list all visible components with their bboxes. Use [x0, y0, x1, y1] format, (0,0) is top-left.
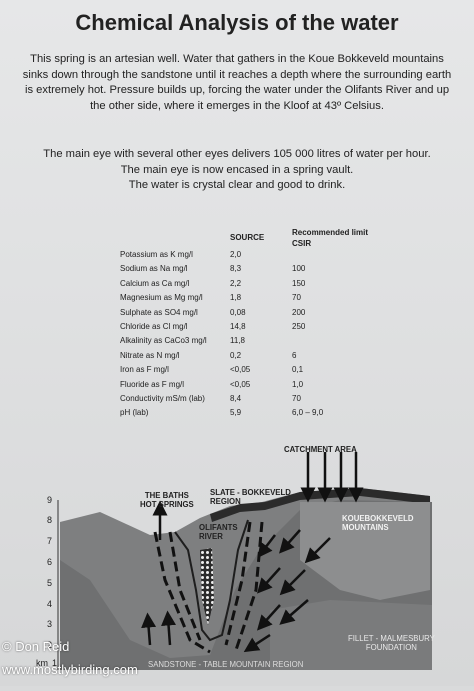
limit-cell: 6 — [292, 350, 297, 360]
slate-label: SLATE - BOKKEVELD REGION — [210, 488, 291, 506]
parameter-cell: Nitrate as N mg/l — [120, 350, 180, 360]
sandstone-label: SANDSTONE - TABLE MOUNTAIN REGION — [148, 660, 304, 669]
slate-layer — [210, 488, 430, 522]
parameter-cell: Alkalinity as CaCo3 mg/l — [120, 336, 207, 346]
scale-tick-3: 3 — [47, 619, 53, 629]
limit-cell: 6,0 – 9,0 — [292, 408, 324, 418]
fissure — [200, 548, 214, 625]
detail-line: The main eye is now encased in a spring … — [120, 163, 354, 176]
olifants-label-line: OLIFANTS — [199, 523, 238, 532]
parameter-cell: pH (lab) — [120, 408, 149, 418]
baths-label-line: HOT SPRINGS — [140, 500, 194, 509]
source-cell: 1,8 — [230, 293, 242, 303]
source-cell: 8,4 — [230, 394, 242, 403]
limit-cell: 250 — [292, 322, 306, 331]
detail-line: The main eye with several other eyes del… — [43, 148, 431, 160]
parameter-cell: Potassium as K mg/l — [120, 250, 193, 259]
koue-label-line: MOUNTAINS — [342, 523, 389, 532]
source-cell: 0,2 — [230, 350, 242, 360]
foundation-region — [270, 600, 432, 670]
source-cell: 2,0 — [230, 250, 242, 259]
slate-label-line: SLATE - BOKKEVELD — [210, 488, 291, 497]
source-column-header: SOURCE — [230, 233, 265, 242]
cross-section-svg — [57, 452, 432, 670]
scale-tick-1: 1 — [52, 658, 58, 668]
page-title: Chemical Analysis of the water — [75, 10, 399, 35]
parameter-cell: Sulphate as SO4 mg/l — [120, 307, 198, 317]
parameter-cell: Magnesium as Mg mg/l — [120, 293, 203, 303]
source-cell: 2,2 — [230, 278, 242, 288]
fillet-label-line: FOUNDATION — [365, 643, 417, 652]
parameter-cell: Iron as F mg/l — [120, 365, 169, 375]
limit-cell: 1,0 — [292, 379, 304, 389]
scale-unit: km — [36, 658, 48, 668]
scale-tick-2: 2 — [47, 640, 53, 650]
limit-cell: 70 — [292, 394, 301, 403]
limit-cell: 0,1 — [292, 365, 304, 375]
limit-cell: 100 — [292, 264, 306, 274]
limit-cell: 70 — [292, 293, 301, 303]
catchment-label: CATCHMENT AREA — [284, 445, 357, 454]
source-cell: 0,08 — [230, 307, 246, 317]
parameter-cell: Chloride as Cl mg/l — [120, 322, 188, 331]
scale-tick-9: 9 — [47, 495, 53, 505]
geology-diagram: CATCHMENT AREA THE BATHS HOT SPRINGS SLA… — [0, 440, 474, 686]
limit-header-line: CSIR — [292, 239, 312, 248]
parameter-cell: Calcium as Ca mg/l — [120, 278, 190, 288]
olifants-label-line: RIVER — [199, 532, 223, 541]
intro-paragraph: This spring is an artesian well. Water t… — [22, 53, 452, 112]
parameter-cell: Conductivity mS/m (lab) — [120, 394, 205, 403]
limit-header-line: Recommended limit — [292, 228, 369, 237]
valley-outline — [174, 519, 249, 642]
source-cell: <0,05 — [230, 365, 251, 375]
fillet-label: FILLET - MALMESBURY FOUNDATION — [348, 634, 435, 652]
slate-label-line: REGION — [210, 497, 241, 506]
parameter-cell: Sodium as Na mg/l — [120, 264, 188, 274]
source-cell: 14,8 — [230, 322, 246, 331]
detail-line: The water is crystal clear and good to d… — [128, 179, 346, 192]
fillet-label-line: FILLET - MALMESBURY — [348, 634, 435, 643]
mountain-region — [300, 502, 430, 600]
olifants-label: OLIFANTS RIVER — [199, 523, 238, 541]
baths-label: THE BATHS HOT SPRINGS — [140, 491, 194, 509]
koue-label-line: KOUEBOKKEVELD — [342, 514, 414, 523]
koue-label: KOUEBOKKEVELD MOUNTAINS — [342, 514, 413, 532]
details-paragraph: The main eye with several other eyes del… — [22, 147, 452, 194]
source-cell: 11,8 — [230, 336, 245, 346]
watermark-copyright: © Don Reid — [2, 639, 70, 654]
limit-column-header: Recommended limit CSIR — [292, 227, 368, 249]
limit-cell: 150 — [292, 278, 306, 288]
scale-tick-4: 4 — [47, 599, 53, 609]
scale-tick-7: 7 — [47, 536, 53, 546]
source-cell: <0,05 — [230, 379, 251, 389]
scale-tick-6: 6 — [47, 557, 53, 567]
source-cell: 5,9 — [230, 408, 242, 418]
scale-tick-5: 5 — [47, 578, 53, 588]
scale-tick-8: 8 — [47, 515, 53, 525]
watermark-url: www.mostlybirding.com — [2, 662, 138, 677]
limit-cell: 200 — [292, 307, 306, 317]
source-cell: 8,3 — [230, 264, 242, 274]
parameter-cell: Fluoride as F mg/l — [120, 379, 185, 389]
baths-label-line: THE BATHS — [144, 491, 189, 500]
